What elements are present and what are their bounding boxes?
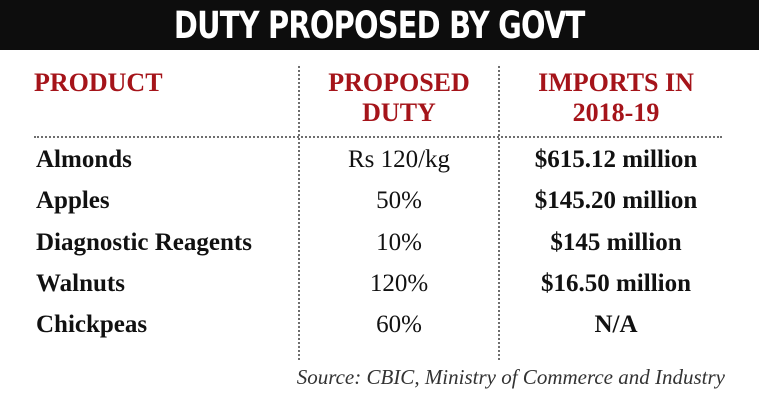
table-row: Walnuts 120% $16.50 million [0, 264, 759, 304]
cell-imports: $615.12 million [534, 146, 698, 173]
chart-title: DUTY PROPOSED BY GOVT [174, 3, 585, 47]
table-row: Chickpeas 60% N/A [0, 305, 759, 345]
cell-product: Almonds [36, 146, 132, 173]
cell-duty: 50% [376, 187, 422, 214]
cell-product: Walnuts [36, 270, 125, 297]
column-divider [298, 66, 300, 360]
header-proposed-duty: PROPOSED DUTY [308, 68, 490, 128]
cell-product: Apples [36, 187, 110, 214]
column-divider [498, 66, 500, 360]
cell-product: Chickpeas [36, 311, 148, 338]
table-row: Apples 50% $145.20 million [0, 181, 759, 221]
source-note: Source: CBIC, Ministry of Commerce and I… [296, 365, 725, 389]
cell-duty: 60% [376, 311, 422, 338]
cell-imports: $16.50 million [540, 270, 691, 297]
header-duty-line-2: DUTY [362, 98, 436, 127]
cell-imports: N/A [594, 311, 638, 338]
cell-duty: Rs 120/kg [347, 146, 451, 173]
header-duty-line-1: PROPOSED [328, 68, 470, 97]
title-bar: DUTY PROPOSED BY GOVT [0, 0, 759, 50]
header-imports-line-2: 2018-19 [572, 98, 660, 127]
cell-duty: 120% [369, 270, 429, 297]
table-row: Diagnostic Reagents 10% $145 million [0, 223, 759, 263]
header-imports-line-1: IMPORTS IN [538, 68, 694, 97]
header-product: PRODUCT [34, 68, 163, 98]
cell-imports: $145.20 million [534, 187, 698, 214]
header-rule [34, 136, 722, 138]
cell-duty: 10% [376, 229, 422, 256]
header-product-label: PRODUCT [34, 68, 163, 97]
table-row: Almonds Rs 120/kg $615.12 million [0, 140, 759, 180]
header-imports: IMPORTS IN 2018-19 [510, 68, 722, 128]
cell-imports: $145 million [550, 229, 682, 256]
cell-product: Diagnostic Reagents [36, 229, 252, 256]
